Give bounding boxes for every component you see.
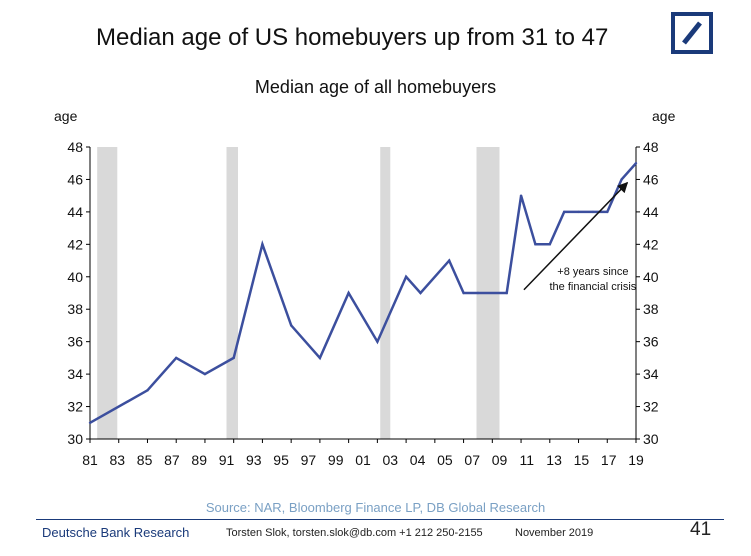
recession-bands — [97, 147, 500, 439]
x-tick-label: 87 — [164, 452, 180, 468]
footer-divider — [36, 519, 724, 520]
x-tick-label: 93 — [246, 452, 262, 468]
x-tick-label: 91 — [219, 452, 235, 468]
recession-band-2 — [380, 147, 391, 439]
source-note: Source: NAR, Bloomberg Finance LP, DB Gl… — [205, 500, 546, 515]
slide-title: Median age of US homebuyers up from 31 t… — [96, 24, 609, 51]
y-tick-label-left: 42 — [67, 236, 83, 252]
x-tick-label: 07 — [464, 452, 480, 468]
y-tick-label-left: 48 — [67, 139, 83, 155]
line-chart: 30 30 32 32 34 34 36 36 38 38 40 40 42 42 44 44 46 46 48 48… — [54, 108, 676, 468]
recession-band-1 — [226, 147, 238, 439]
x-tick-label: 09 — [492, 452, 508, 468]
data-point — [347, 291, 350, 295]
data-point — [462, 291, 465, 295]
data-point — [404, 275, 408, 278]
y-tick-label-right: 42 — [643, 236, 659, 252]
y-tick-label-right: 46 — [643, 171, 659, 187]
data-point — [448, 259, 451, 262]
y-tick-label-right: 38 — [643, 301, 659, 317]
data-point — [591, 210, 595, 214]
x-tick-label: 01 — [355, 452, 371, 468]
footer-author: Torsten Slok, torsten.slok@db.com +1 212… — [226, 527, 483, 539]
page-number: 41 — [690, 519, 712, 540]
chart-title: Median age of all homebuyers — [254, 77, 497, 97]
y-tick-label-right: 48 — [643, 139, 659, 155]
data-series — [88, 162, 638, 424]
data-point — [577, 210, 580, 214]
data-point — [289, 324, 293, 327]
data-point — [534, 243, 537, 246]
y-tick-label-left: 32 — [67, 399, 83, 415]
x-tick-label: 04 — [410, 452, 426, 468]
data-point — [203, 372, 207, 376]
y-tick-label-left: 38 — [67, 301, 83, 317]
data-point — [620, 178, 623, 181]
y-tick-label-right: 34 — [643, 366, 659, 382]
x-tick-label: 97 — [301, 452, 317, 468]
y-tick-label-right: 40 — [643, 269, 659, 285]
x-tick-label: 03 — [383, 452, 399, 468]
x-tick-label: 15 — [574, 452, 590, 468]
y-tick-label-left: 40 — [67, 269, 83, 285]
data-point — [562, 210, 566, 214]
y-tick-label-right: 30 — [643, 431, 659, 447]
y-tick-label-left: 36 — [67, 334, 83, 350]
y-tick-label-right: 36 — [643, 334, 659, 350]
x-tick-label: 17 — [601, 452, 617, 468]
x-tick-label: 99 — [328, 452, 344, 468]
data-point — [505, 291, 508, 295]
data-point — [261, 243, 264, 246]
y-tick-label-right: 32 — [643, 399, 659, 415]
y-tick-label-right: 44 — [643, 204, 659, 220]
annotation-group: +8 years since the financial crisis — [523, 181, 637, 293]
chart-axes: 30 30 32 32 34 34 36 36 38 38 40 40 42 42 44 44 46 46 48 48… — [54, 108, 676, 468]
data-point — [175, 356, 178, 360]
y-tick-label-left: 46 — [67, 171, 83, 187]
data-point — [476, 291, 480, 295]
x-tick-label: 89 — [191, 452, 207, 468]
recession-band-0 — [97, 147, 118, 439]
x-tick-label: 13 — [546, 452, 562, 468]
data-point — [606, 210, 609, 214]
y-axis-label-right: age — [652, 108, 676, 124]
footer-org: Deutsche Bank Research — [42, 525, 190, 540]
data-point — [519, 194, 523, 197]
deutsche-bank-logo-icon — [671, 12, 713, 54]
x-tick-label: 85 — [137, 452, 153, 468]
y-tick-label-left: 30 — [67, 431, 83, 447]
data-point — [419, 291, 422, 295]
data-point — [634, 162, 638, 165]
annotation-text-line: the financial crisis — [549, 281, 636, 293]
annotation-arrow — [523, 181, 629, 291]
x-tick-label: 05 — [437, 452, 453, 468]
y-tick-label-left: 34 — [67, 366, 83, 382]
data-point — [232, 356, 235, 360]
data-point — [88, 421, 92, 424]
x-tick-label: 19 — [628, 452, 644, 468]
data-point — [376, 340, 379, 343]
data-point — [548, 243, 551, 246]
footer-date: November 2019 — [515, 527, 594, 539]
x-tick-label: 83 — [110, 452, 126, 468]
y-axis-label-left: age — [54, 108, 78, 124]
x-tick-label: 95 — [273, 452, 289, 468]
y-tick-label-left: 44 — [67, 204, 83, 220]
x-tick-label: 81 — [82, 452, 98, 468]
data-point — [318, 356, 322, 360]
data-point — [146, 389, 149, 392]
x-tick-label: 11 — [520, 452, 535, 468]
annotation-text-line: +8 years since — [557, 266, 628, 278]
